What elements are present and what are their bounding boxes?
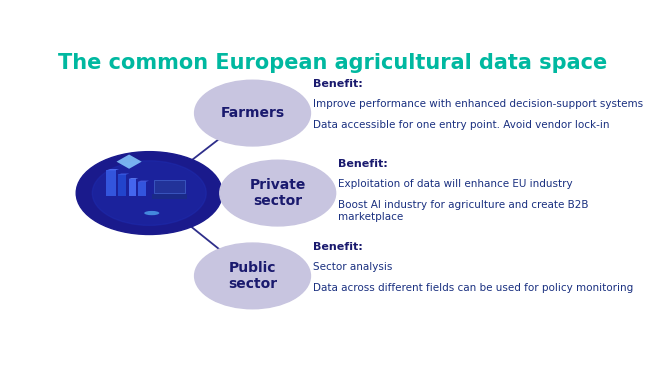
Circle shape: [92, 161, 206, 225]
Text: Improve performance with enhanced decision-support systems: Improve performance with enhanced decisi…: [313, 99, 643, 109]
Text: Benefit:: Benefit:: [313, 79, 363, 89]
Text: Data accessible for one entry point. Avoid vendor lock-in: Data accessible for one entry point. Avo…: [313, 120, 610, 130]
Polygon shape: [107, 170, 116, 196]
Text: Exploitation of data will enhance EU industry: Exploitation of data will enhance EU ind…: [338, 179, 573, 189]
Ellipse shape: [144, 211, 159, 215]
Text: Sector analysis: Sector analysis: [313, 262, 393, 272]
Polygon shape: [129, 179, 136, 196]
Circle shape: [220, 160, 335, 226]
FancyBboxPatch shape: [152, 194, 187, 199]
Text: The common European agricultural data space: The common European agricultural data sp…: [58, 53, 608, 73]
Polygon shape: [138, 181, 149, 182]
Polygon shape: [118, 174, 126, 196]
Polygon shape: [116, 154, 142, 169]
Text: Benefit:: Benefit:: [313, 242, 363, 252]
Text: Data across different fields can be used for policy monitoring: Data across different fields can be used…: [313, 283, 633, 293]
Text: Benefit:: Benefit:: [338, 159, 388, 169]
Circle shape: [76, 152, 222, 234]
Circle shape: [194, 80, 311, 146]
Polygon shape: [129, 178, 138, 179]
FancyBboxPatch shape: [154, 180, 185, 193]
Polygon shape: [138, 182, 146, 196]
Polygon shape: [107, 169, 119, 170]
Text: Private
sector: Private sector: [250, 178, 306, 208]
Text: Boost AI industry for agriculture and create B2B
marketplace: Boost AI industry for agriculture and cr…: [338, 200, 589, 222]
Circle shape: [194, 243, 311, 309]
Text: Public
sector: Public sector: [228, 261, 277, 291]
Text: Farmers: Farmers: [220, 106, 285, 120]
